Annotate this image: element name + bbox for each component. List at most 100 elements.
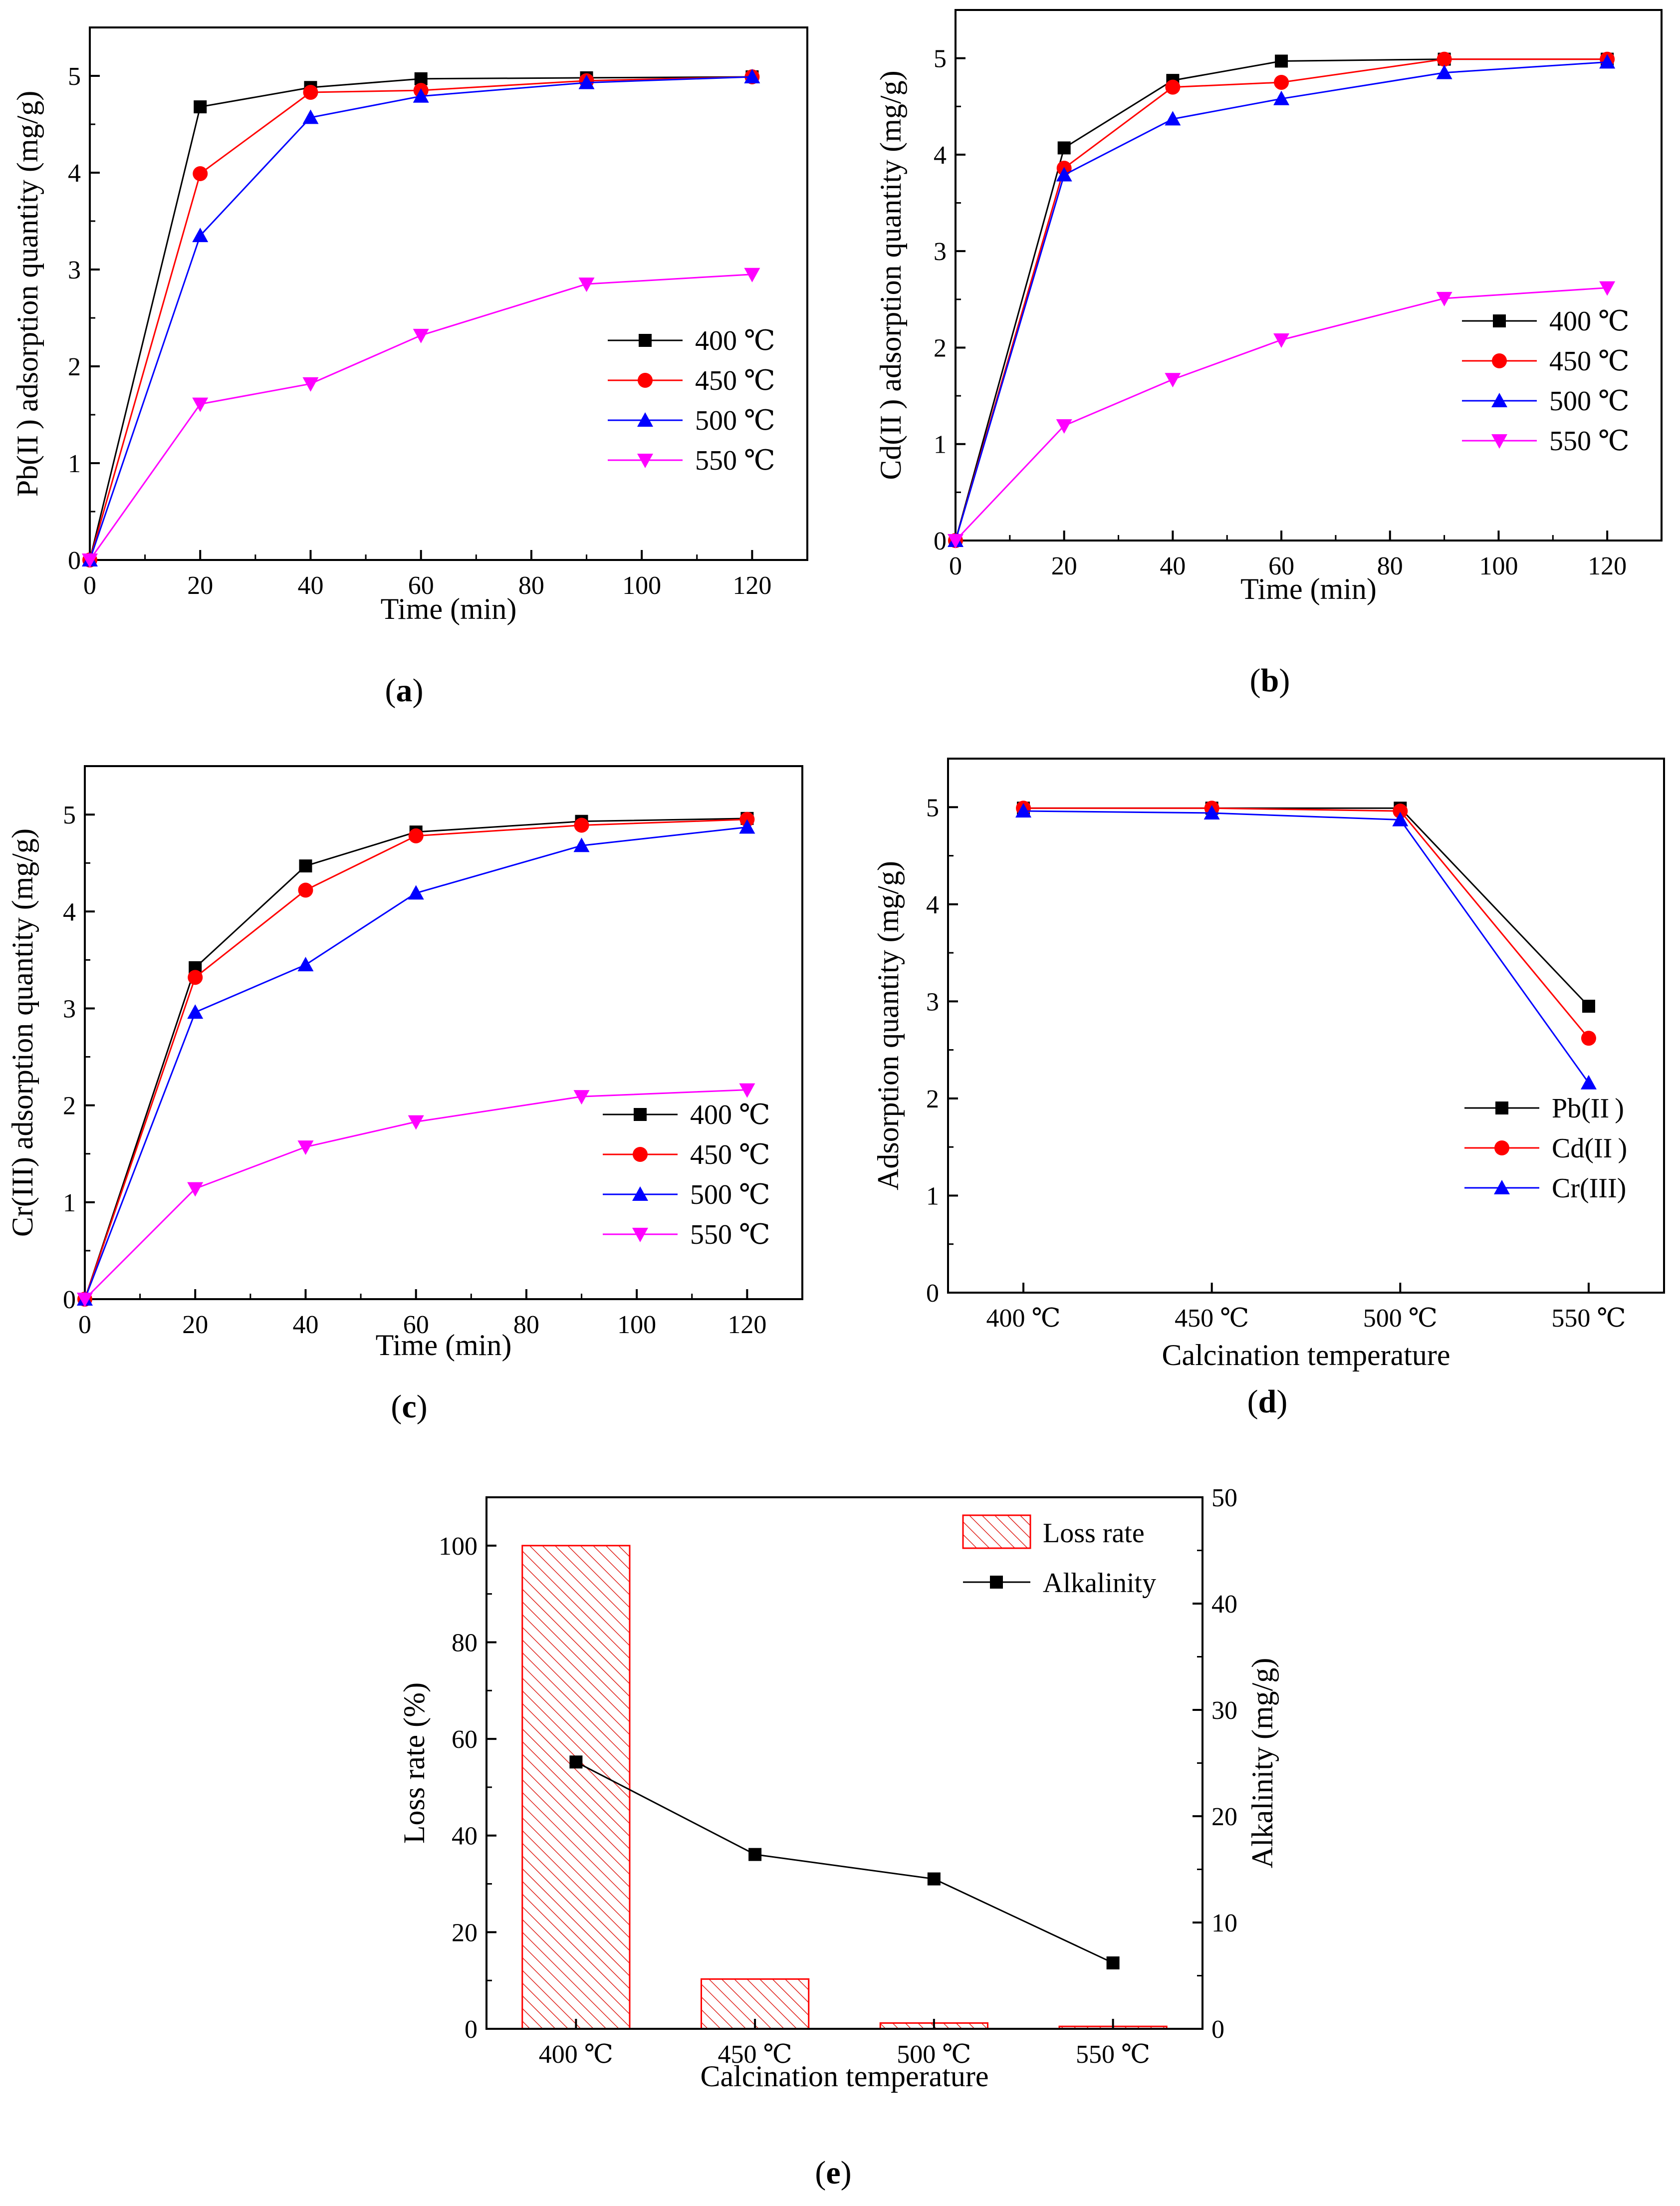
x-tick-label: 100 — [617, 1311, 656, 1339]
y-axis-label: Pb(II ) adsorption quantity (mg/g) — [11, 91, 44, 497]
x-tick-label: 450 ℃ — [718, 2040, 792, 2069]
series-line — [89, 76, 752, 560]
series-line — [89, 76, 752, 560]
y-tick-label: 1 — [68, 450, 81, 478]
data-point — [1582, 1000, 1595, 1013]
data-point — [1393, 804, 1408, 819]
data-point — [578, 277, 595, 292]
x-tick-label: 450 ℃ — [1175, 1304, 1249, 1333]
legend-label: 500 ℃ — [1549, 386, 1630, 417]
data-point — [1056, 167, 1072, 182]
legend-label: 450 ℃ — [690, 1139, 770, 1170]
legend-label: Pb(II ) — [1552, 1093, 1624, 1124]
series-line — [84, 826, 747, 1300]
y-axis-label: Adsorption quantity (mg/g) — [872, 861, 905, 1190]
data-point — [1599, 54, 1616, 69]
legend-label: 550 ℃ — [690, 1219, 770, 1250]
legend-marker — [632, 1228, 648, 1242]
x-tick-label: 80 — [1377, 552, 1403, 580]
legend-label: 400 ℃ — [695, 325, 775, 356]
y-left-axis-label: Loss rate (%) — [398, 1682, 431, 1844]
panel-b: 0 1 2 3 4 5 0 20 40 60 80 100 120 400 ℃ 450 ℃ 500 ℃ 550 … — [874, 9, 1663, 699]
x-axis-label: Calcination temperature — [700, 2060, 988, 2093]
y-tick-label: 3 — [926, 988, 939, 1016]
series-line — [1023, 807, 1590, 1039]
x-tick-label: 100 — [622, 571, 661, 600]
x-tick-label: 40 — [292, 1311, 318, 1339]
x-tick-label: 60 — [403, 1311, 429, 1339]
series-line — [1023, 807, 1590, 1007]
legend-marker — [1494, 1140, 1509, 1155]
x-tick-label: 100 — [1479, 552, 1518, 580]
alkalinity-point — [1106, 1956, 1120, 1969]
legend-marker — [1493, 314, 1506, 327]
legend-label: 550 ℃ — [1549, 426, 1630, 457]
panel-label: (a) — [385, 672, 424, 709]
data-point — [1015, 803, 1032, 818]
data-point — [77, 1293, 93, 1307]
legend-label: Cr(III) — [1552, 1173, 1626, 1204]
y-right-tick-label: 20 — [1211, 1803, 1237, 1831]
y-left-tick-label: 100 — [439, 1532, 478, 1561]
panel-c: 0 1 2 3 4 5 0 20 40 60 80 100 120 400 ℃ 450 ℃ 500 ℃ 550 … — [6, 765, 803, 1425]
y-tick-label: 1 — [63, 1189, 76, 1217]
data-point — [1436, 291, 1452, 306]
y-tick-label: 3 — [934, 238, 947, 266]
panel-e: 0 20 40 60 80 100 0 10 20 30 40 50 400 ℃ 450 ℃ 500 ℃ 55… — [398, 1484, 1279, 2191]
y-tick-label: 0 — [926, 1279, 939, 1308]
legend-label: 500 ℃ — [695, 405, 775, 436]
panel-a: 0 1 2 3 4 5 0 20 40 60 80 100 120 400 ℃ 450 ℃ 500 ℃ 550 … — [11, 26, 808, 709]
y-tick-label: 2 — [934, 334, 947, 362]
data-point — [413, 328, 429, 343]
x-tick-label: 400 ℃ — [986, 1304, 1060, 1333]
data-point — [408, 1115, 424, 1130]
legend-label: 450 ℃ — [695, 365, 775, 396]
legend-label: Cd(II ) — [1552, 1133, 1627, 1164]
y-right-tick-label: 50 — [1211, 1484, 1237, 1512]
y-tick-label: 3 — [63, 995, 76, 1023]
x-tick-label: 80 — [518, 571, 544, 600]
data-point — [187, 1004, 204, 1019]
data-point — [194, 100, 207, 114]
y-tick-label: 4 — [926, 891, 939, 919]
x-tick-label: 0 — [949, 552, 962, 580]
x-tick-label: 120 — [727, 1311, 766, 1339]
data-point — [1437, 51, 1452, 67]
x-tick-label: 40 — [297, 571, 323, 600]
series-line — [84, 819, 747, 1300]
series-line — [89, 76, 752, 560]
x-tick-label: 550 ℃ — [1076, 2040, 1150, 2069]
y-tick-label: 5 — [926, 794, 939, 822]
y-tick-label: 4 — [68, 159, 81, 188]
x-tick-label: 20 — [1051, 552, 1077, 580]
data-point — [574, 818, 589, 833]
data-point — [192, 228, 209, 243]
data-point — [573, 1090, 590, 1105]
data-point — [408, 885, 424, 900]
data-point — [573, 837, 590, 852]
data-point — [297, 957, 314, 972]
data-point — [1275, 54, 1288, 68]
data-point — [1392, 812, 1409, 827]
data-point — [1581, 1031, 1596, 1046]
alkalinity-point — [569, 1755, 583, 1769]
x-tick-label: 40 — [1160, 552, 1186, 580]
y-right-tick-label: 30 — [1211, 1696, 1237, 1725]
data-point — [1165, 79, 1181, 95]
data-point — [1057, 141, 1071, 155]
data-point — [578, 74, 595, 89]
data-point — [303, 84, 318, 100]
series-line — [955, 58, 1608, 541]
legend-label: 550 ℃ — [695, 445, 775, 476]
x-tick-label: 500 ℃ — [1363, 1304, 1438, 1333]
data-point — [1273, 90, 1290, 105]
data-point — [1436, 64, 1452, 79]
legend-label: Alkalinity — [1043, 1568, 1156, 1599]
alkalinity-point — [927, 1872, 941, 1886]
legend-marker — [990, 1576, 1003, 1589]
legend-label: Loss rate — [1043, 1518, 1145, 1549]
data-point — [302, 377, 319, 392]
x-tick-label: 120 — [732, 571, 771, 600]
y-tick-label: 2 — [68, 353, 81, 381]
